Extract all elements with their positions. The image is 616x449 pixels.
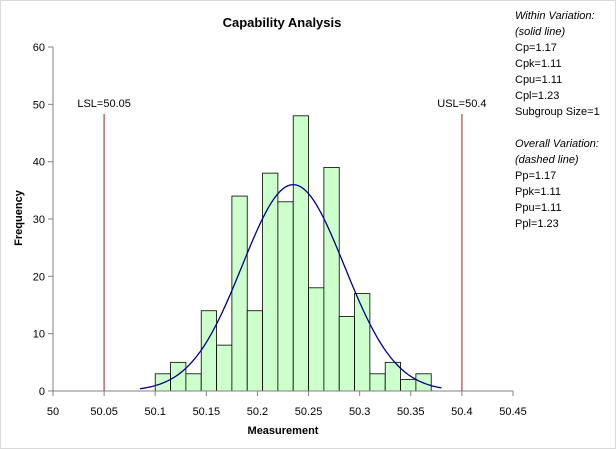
histogram-bar <box>170 361 187 392</box>
histogram-bar <box>246 310 263 392</box>
y-tick-label: 40 <box>33 157 45 169</box>
y-tick-label: 0 <box>39 386 45 398</box>
stat-cpk: Cpk=1.11 <box>515 58 562 70</box>
stat-ppl: Ppl=1.23 <box>515 218 559 230</box>
spec-limits: LSL=50.05 USL=50.4 <box>77 98 487 391</box>
x-axis-ticks: 50 50.05 50.1 50.15 50.2 50.25 50.3 50.35 50.4 50… <box>47 391 527 418</box>
histogram-bar <box>200 310 217 392</box>
y-axis-title: Frequency <box>13 189 25 246</box>
y-tick-label: 20 <box>33 271 45 283</box>
y-tick-label: 30 <box>33 214 45 226</box>
histogram-bar <box>400 379 417 392</box>
capability-stats: Within Variation: (solid line) Cp=1.17 C… <box>515 8 600 232</box>
x-tick-label: 50.45 <box>499 406 527 418</box>
x-tick-label: 50.25 <box>295 406 323 418</box>
overall-variation-subheading: (dashed line) <box>515 154 579 166</box>
stat-subgroup-size: Subgroup Size=1 <box>515 106 600 118</box>
histogram-bar <box>308 287 325 392</box>
spec-limit-label: USL=50.4 <box>437 98 486 110</box>
y-tick-label: 10 <box>33 329 45 341</box>
histogram-bar <box>185 373 202 392</box>
histogram-bar <box>277 201 294 392</box>
stat-ppk: Ppk=1.11 <box>515 186 561 198</box>
histogram-bar <box>369 373 386 392</box>
chart-title: Capability Analysis <box>223 15 342 30</box>
stat-pp: Pp=1.17 <box>515 170 557 182</box>
within-variation-subheading: (solid line) <box>515 26 566 38</box>
y-tick-label: 60 <box>33 42 45 54</box>
x-tick-label: 50.3 <box>349 406 370 418</box>
histogram-bar <box>323 166 340 392</box>
stat-cpu: Cpu=1.11 <box>515 74 563 86</box>
stats-spacer <box>515 120 600 136</box>
y-axis-ticks: 0 10 20 30 40 50 60 <box>33 42 53 398</box>
x-tick-label: 50.15 <box>193 406 221 418</box>
stat-cpl: Cpl=1.23 <box>515 90 560 102</box>
x-tick-label: 50.05 <box>90 406 118 418</box>
x-axis-title: Measurement <box>248 425 319 437</box>
histogram-bar <box>292 115 309 392</box>
histogram-bar <box>338 316 355 392</box>
x-tick-label: 50.1 <box>145 406 166 418</box>
histogram-bar <box>262 172 279 392</box>
stat-cp: Cp=1.17 <box>515 42 557 54</box>
x-tick-label: 50 <box>47 406 59 418</box>
within-variation-heading: Within Variation: <box>515 10 595 22</box>
x-tick-label: 50.2 <box>247 406 268 418</box>
overall-variation-heading: Overall Variation: <box>515 138 599 150</box>
histogram-bar <box>216 344 233 392</box>
y-tick-label: 50 <box>33 99 45 111</box>
x-tick-label: 50.35 <box>397 406 425 418</box>
normal-curve <box>139 183 442 390</box>
histogram-bars <box>154 115 432 392</box>
spec-limit-label: LSL=50.05 <box>77 98 131 110</box>
histogram-bar <box>231 195 248 392</box>
x-tick-label: 50.4 <box>451 406 472 418</box>
stat-ppu: Ppu=1.11 <box>515 202 562 214</box>
